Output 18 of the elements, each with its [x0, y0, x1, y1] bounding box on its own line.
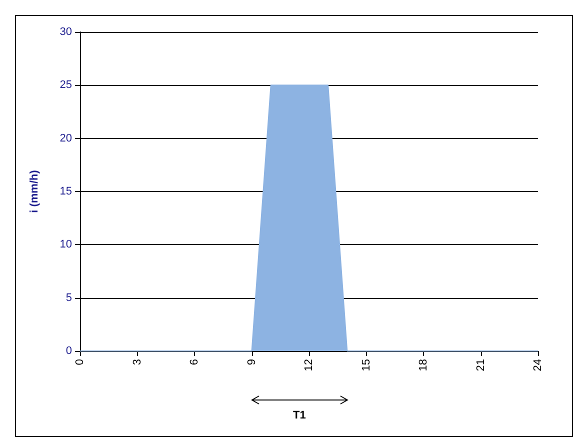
- y-tick-label: 15: [60, 186, 72, 198]
- x-tick-label: 18: [418, 359, 430, 372]
- x-tick-label: 3: [131, 359, 144, 366]
- text: T1: [293, 410, 306, 422]
- y-tick-label: 10: [60, 238, 72, 251]
- y-axis-title: i (mm/h): [28, 170, 40, 213]
- x-tick-label: 15: [360, 359, 372, 372]
- y-tick-label: 0: [66, 345, 72, 357]
- x-tick-label: 9: [246, 359, 258, 366]
- x-tick-label: 24: [532, 359, 544, 372]
- x-tick-label: 21: [474, 359, 487, 372]
- y-tick-label: 30: [60, 26, 72, 38]
- y-tick-label: 25: [60, 79, 72, 92]
- x-tick-label: 0: [74, 359, 86, 366]
- x-tick-label: 6: [188, 359, 200, 366]
- y-tick-label: 5: [66, 292, 72, 304]
- x-tick-label: 12: [303, 359, 315, 372]
- y-tick-label: 20: [60, 132, 72, 144]
